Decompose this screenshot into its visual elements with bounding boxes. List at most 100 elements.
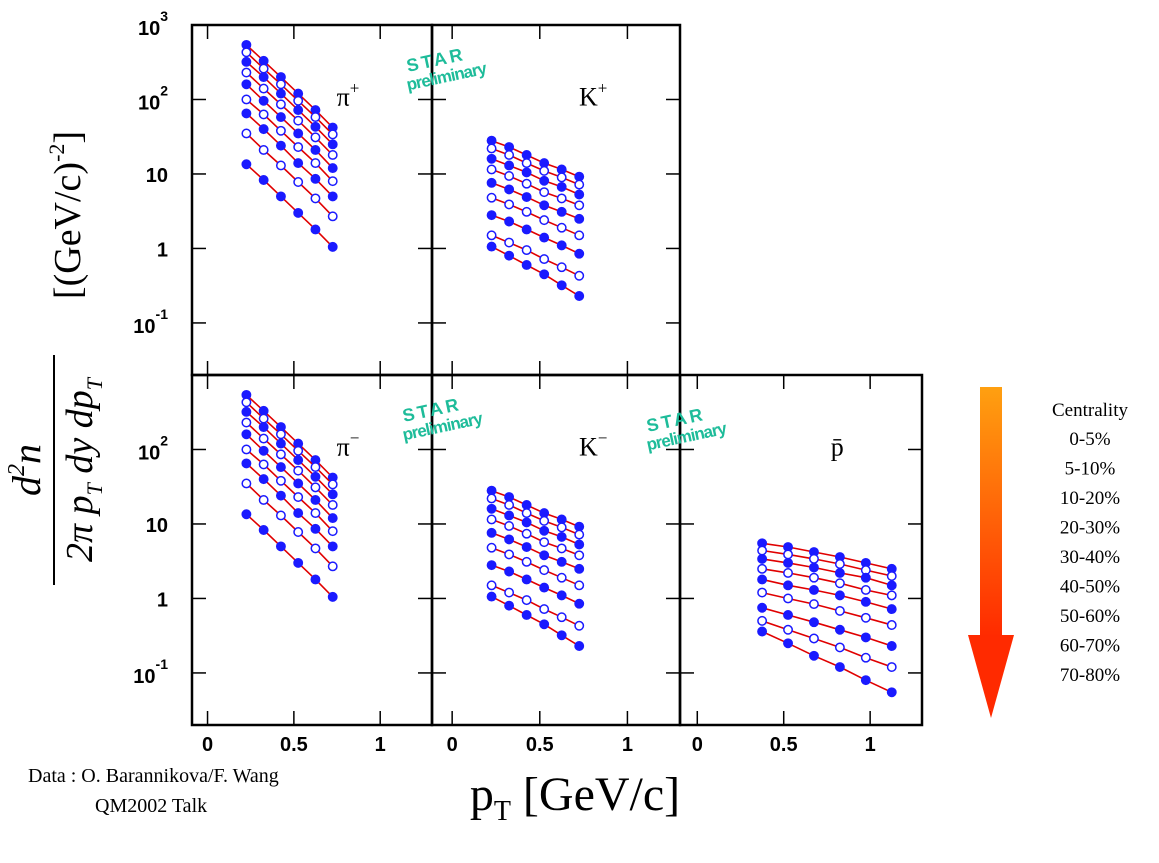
data-point xyxy=(327,176,338,187)
data-point xyxy=(757,615,768,626)
y-tick-label: 10 xyxy=(146,165,168,187)
data-point xyxy=(258,63,269,74)
data-point xyxy=(574,230,585,241)
data-point xyxy=(504,150,515,160)
data-point xyxy=(574,179,585,190)
data-point xyxy=(241,406,252,417)
x-tick-label: 0 xyxy=(202,734,213,756)
data-point xyxy=(860,596,871,607)
data-point xyxy=(293,207,304,218)
y-tick-label: 10-1 xyxy=(133,306,168,338)
data-point xyxy=(241,509,252,520)
panel-label: K− xyxy=(579,429,607,462)
data-point xyxy=(293,142,304,152)
data-point xyxy=(504,587,515,598)
data-point xyxy=(275,99,286,110)
data-point xyxy=(310,482,321,493)
text: -2 xyxy=(44,144,69,162)
data-point xyxy=(327,526,338,537)
data-point xyxy=(521,260,532,270)
panel-label: π− xyxy=(337,429,360,462)
x-tick-label: 1 xyxy=(375,734,386,756)
data-point xyxy=(539,619,550,630)
data-point xyxy=(310,523,321,534)
data-point xyxy=(556,543,567,554)
x-tick-label: 1 xyxy=(865,734,876,756)
text: K xyxy=(579,433,598,462)
data-point xyxy=(834,578,845,589)
data-point xyxy=(275,541,286,552)
data-point xyxy=(275,490,286,501)
data-point xyxy=(504,566,515,577)
data-point xyxy=(310,173,321,184)
data-point xyxy=(327,561,338,572)
data-point xyxy=(258,83,269,94)
data-point xyxy=(783,549,793,560)
data-point xyxy=(504,237,515,248)
data-point xyxy=(258,422,269,433)
data-point xyxy=(574,539,585,550)
data-point xyxy=(293,508,304,519)
data-point xyxy=(521,178,532,189)
data-point xyxy=(886,620,897,630)
data-point xyxy=(504,600,515,611)
data-point xyxy=(486,591,497,602)
data-point xyxy=(258,109,269,120)
data-point xyxy=(809,599,819,610)
data-point xyxy=(521,542,532,552)
data-point xyxy=(275,125,286,136)
data-point xyxy=(504,510,515,521)
data-point xyxy=(258,525,269,535)
data-point xyxy=(327,541,338,552)
fit-line xyxy=(761,542,892,570)
data-point xyxy=(504,250,515,261)
y-title-numerator: d2n xyxy=(4,444,49,496)
y-tick-label: 102 xyxy=(138,82,168,114)
data-point xyxy=(327,591,338,602)
x-tick-label: 0 xyxy=(692,734,703,756)
data-point xyxy=(486,230,497,241)
data-point xyxy=(521,158,532,169)
panel: 0 0.5 1 K− xyxy=(430,373,682,756)
data-point xyxy=(486,493,497,504)
data-point xyxy=(886,604,897,615)
data-point xyxy=(556,222,567,233)
data-point xyxy=(258,124,269,135)
data-point xyxy=(521,574,532,585)
text: + xyxy=(598,79,608,98)
data-point xyxy=(574,598,585,609)
data-point xyxy=(556,262,567,273)
data-point xyxy=(834,567,845,578)
data-point xyxy=(556,522,567,533)
data-point xyxy=(521,610,532,620)
data-point xyxy=(783,638,793,649)
data-point xyxy=(310,495,321,505)
data-point xyxy=(886,662,897,672)
data-point xyxy=(258,175,269,185)
text: 10 xyxy=(138,18,160,40)
data-point xyxy=(293,177,304,187)
data-point xyxy=(310,158,321,169)
fit-line xyxy=(245,51,334,135)
data-point xyxy=(834,559,845,569)
data-point xyxy=(327,479,338,490)
data-point xyxy=(241,444,252,455)
data-point xyxy=(327,191,338,202)
data-point xyxy=(504,549,515,560)
x-axis-title: pT [GeV/c] xyxy=(470,768,680,827)
data-point xyxy=(293,478,304,489)
text: 3 xyxy=(160,8,168,24)
data-point xyxy=(310,508,321,519)
data-point xyxy=(556,172,567,183)
data-point xyxy=(539,175,550,186)
y-tick-label: 1 xyxy=(157,239,168,261)
data-point xyxy=(275,510,286,521)
data-point xyxy=(556,531,567,542)
data-point xyxy=(809,650,819,661)
data-point xyxy=(834,590,845,601)
legend-label: 40-50% xyxy=(1060,577,1120,598)
